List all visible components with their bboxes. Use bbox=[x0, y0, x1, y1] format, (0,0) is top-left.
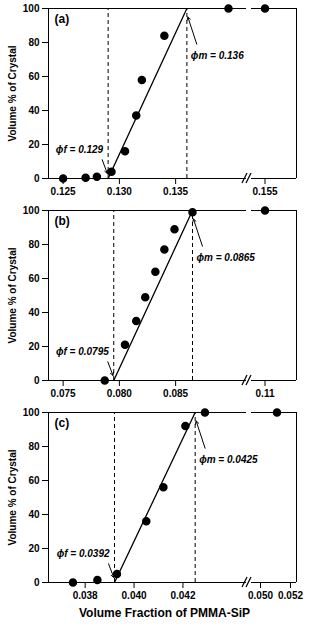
svg-text:Volume % of Crystal: Volume % of Crystal bbox=[7, 449, 18, 545]
svg-text:ϕm = 0.0425: ϕm = 0.0425 bbox=[199, 454, 258, 465]
svg-text:(a): (a) bbox=[55, 12, 70, 26]
svg-text:0.038: 0.038 bbox=[73, 590, 98, 601]
svg-text:100: 100 bbox=[23, 3, 40, 14]
svg-text:0.125: 0.125 bbox=[51, 186, 76, 197]
svg-text:0.135: 0.135 bbox=[163, 186, 188, 197]
svg-text:0.040: 0.040 bbox=[122, 590, 147, 601]
svg-text:60: 60 bbox=[28, 273, 40, 284]
svg-text:80: 80 bbox=[28, 239, 40, 250]
html-text:Volume Fraction of PMMA-SiP: Volume Fraction of PMMA-SiP bbox=[78, 606, 251, 620]
svg-text:0.080: 0.080 bbox=[107, 388, 132, 399]
svg-text:60: 60 bbox=[28, 475, 40, 486]
svg-text:0.075: 0.075 bbox=[51, 388, 76, 399]
svg-text:0: 0 bbox=[34, 375, 40, 386]
svg-text:ϕf = 0.0795: ϕf = 0.0795 bbox=[56, 346, 109, 357]
svg-text:0.042: 0.042 bbox=[170, 590, 195, 601]
svg-text:80: 80 bbox=[28, 37, 40, 48]
svg-text:ϕf = 0.0392: ϕf = 0.0392 bbox=[57, 548, 110, 559]
svg-text:(b): (b) bbox=[55, 214, 70, 228]
svg-text:20: 20 bbox=[28, 139, 40, 150]
svg-text:0: 0 bbox=[34, 173, 40, 184]
svg-text:20: 20 bbox=[28, 543, 40, 554]
svg-text:0: 0 bbox=[34, 577, 40, 588]
svg-text:ϕm = 0.136: ϕm = 0.136 bbox=[191, 50, 244, 61]
svg-text:0.050: 0.050 bbox=[248, 590, 273, 601]
svg-text:0.052: 0.052 bbox=[278, 590, 303, 601]
svg-text:0.085: 0.085 bbox=[163, 388, 188, 399]
svg-text:100: 100 bbox=[23, 205, 40, 216]
svg-text:0.130: 0.130 bbox=[107, 186, 132, 197]
svg-text:40: 40 bbox=[28, 307, 40, 318]
svg-text:(c): (c) bbox=[55, 416, 70, 430]
svg-text:0.155: 0.155 bbox=[252, 186, 277, 197]
svg-text:100: 100 bbox=[23, 407, 40, 418]
svg-text:0.11: 0.11 bbox=[256, 388, 275, 399]
svg-text:80: 80 bbox=[28, 441, 40, 452]
svg-text:ϕm = 0.0865: ϕm = 0.0865 bbox=[196, 252, 255, 263]
svg-text:40: 40 bbox=[28, 509, 40, 520]
svg-text:60: 60 bbox=[28, 71, 40, 82]
svg-text:40: 40 bbox=[28, 105, 40, 116]
svg-text:ϕf = 0.129: ϕf = 0.129 bbox=[56, 144, 104, 155]
svg-text:Volume % of Crystal: Volume % of Crystal bbox=[7, 45, 18, 141]
svg-text:Volume % of Crystal: Volume % of Crystal bbox=[7, 247, 18, 343]
svg-text:20: 20 bbox=[28, 341, 40, 352]
